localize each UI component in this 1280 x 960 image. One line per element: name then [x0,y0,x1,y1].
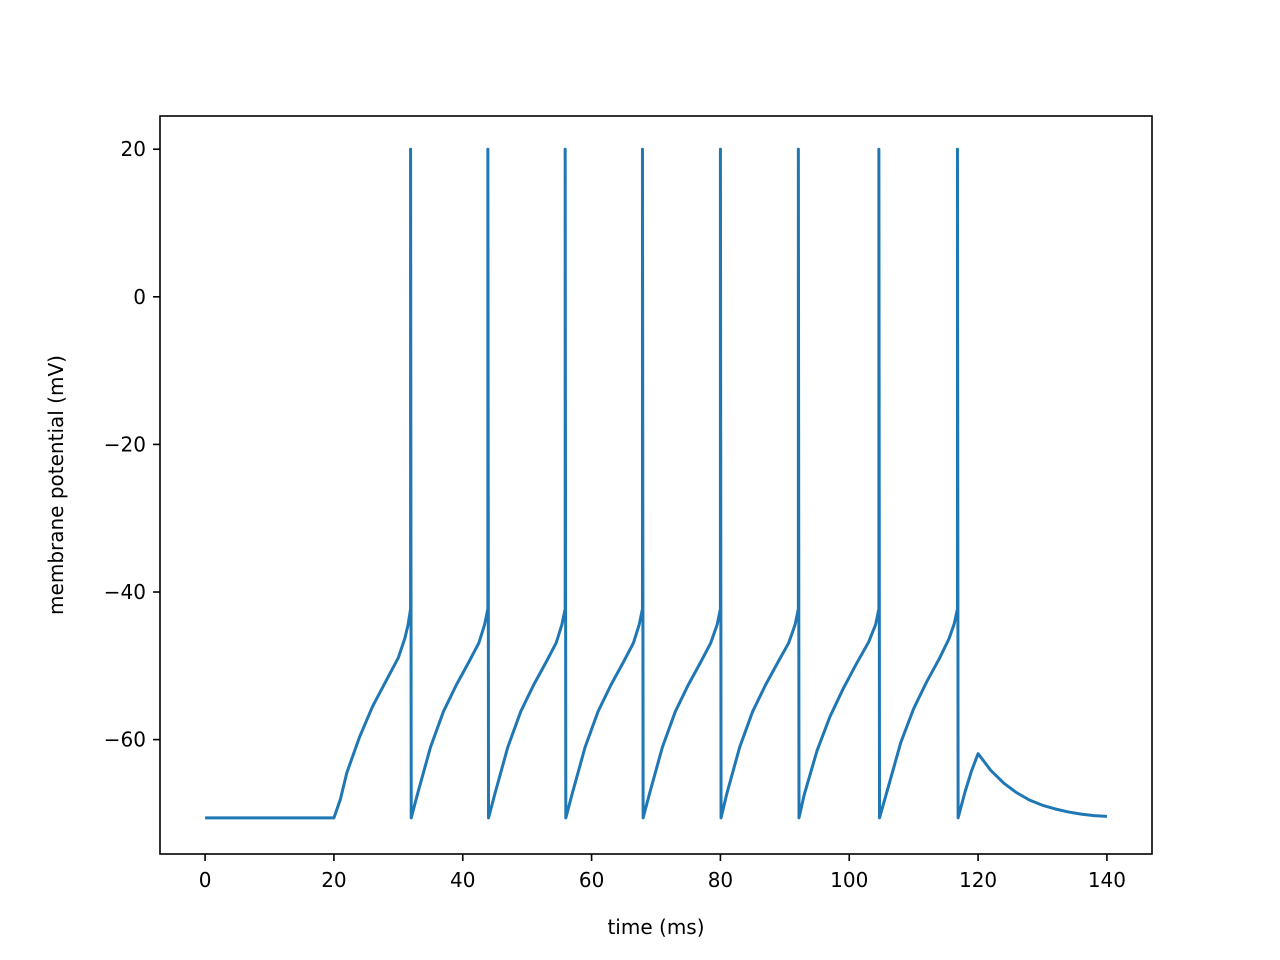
x-axis-label: time (ms) [607,915,704,939]
x-tick-label: 0 [199,868,212,892]
x-tick-label: 40 [450,868,475,892]
series-layer [205,147,1107,820]
membrane-potential-line [205,147,1107,820]
y-tick-label: 0 [133,285,146,309]
y-axis-label: membrane potential (mV) [44,355,68,615]
x-tick-label: 80 [708,868,733,892]
y-tick-label: −60 [104,728,146,752]
plot-frame [159,115,1153,855]
x-tick-label: 60 [579,868,604,892]
x-tick-label: 100 [830,868,868,892]
y-tick-label: 20 [121,137,146,161]
x-axis: 0 20 40 60 80 100 120 140 [199,854,1126,892]
x-tick-label: 20 [321,868,346,892]
y-tick-label: −40 [104,580,146,604]
x-tick-label: 120 [959,868,997,892]
y-axis: −60 −40 −20 0 20 [104,137,160,752]
x-tick-label: 140 [1088,868,1126,892]
plot-area [159,115,1153,855]
y-tick-label: −20 [104,432,146,456]
